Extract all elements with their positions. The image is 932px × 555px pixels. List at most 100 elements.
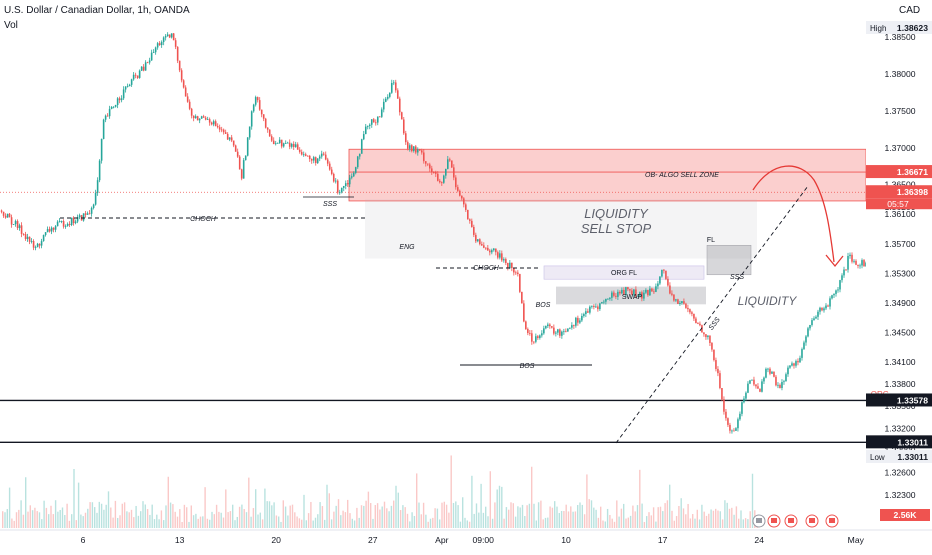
- candle: [6, 213, 9, 218]
- volume-bar: [572, 511, 574, 528]
- ob-algo-sell-zone: [348, 148, 867, 202]
- volume-bar: [659, 506, 662, 528]
- volume-bar: [243, 509, 245, 528]
- volume-bar: [241, 504, 243, 528]
- candle: [76, 217, 79, 222]
- event-flag-icon[interactable]: [825, 514, 839, 528]
- candle: [236, 151, 239, 157]
- volume-bar: [317, 514, 319, 528]
- candle: [326, 159, 329, 164]
- volume-bar: [715, 508, 717, 528]
- volume-bar: [717, 510, 719, 528]
- candle: [689, 309, 691, 313]
- candle: [70, 217, 73, 225]
- candle: [625, 287, 627, 295]
- volume-bar: [314, 517, 317, 528]
- candle: [378, 116, 381, 118]
- current-price-badge-bg: [866, 185, 932, 199]
- candle: [477, 239, 479, 242]
- volume-bar: [135, 505, 137, 528]
- candle: [436, 173, 439, 181]
- candle: [795, 361, 797, 366]
- candle: [765, 368, 767, 378]
- volume-bar: [632, 505, 634, 528]
- candle: [449, 159, 451, 161]
- volume-bar: [563, 511, 565, 528]
- volume-bar: [87, 508, 89, 528]
- candle: [839, 280, 841, 290]
- candle: [537, 336, 539, 338]
- candle: [140, 66, 143, 71]
- candle: [100, 138, 103, 161]
- volume-bar: [280, 521, 282, 528]
- volume-bar: [305, 520, 307, 528]
- candle: [751, 379, 753, 381]
- candle: [284, 143, 287, 144]
- candle: [364, 126, 367, 135]
- volume-bar: [570, 506, 572, 528]
- volume-bar: [390, 505, 393, 528]
- volume-badge: [880, 509, 930, 521]
- candle: [517, 272, 519, 275]
- volume-bar: [669, 484, 671, 528]
- volume-bar: [183, 504, 186, 528]
- candle: [214, 121, 217, 127]
- volume-bar: [696, 509, 698, 528]
- event-flag-icon[interactable]: [805, 514, 819, 528]
- high-price-badge-caption: High: [870, 24, 886, 33]
- event-flag-icon[interactable]: [784, 514, 798, 528]
- volume-bar: [675, 516, 678, 528]
- candle: [146, 62, 149, 64]
- org-fl-label: ORG FL: [611, 270, 637, 277]
- candle: [10, 217, 13, 225]
- volume-bar: [229, 511, 232, 528]
- time-tick-label: 27: [368, 535, 378, 545]
- volume-bar: [406, 513, 409, 528]
- event-flag-icon[interactable]: [767, 514, 781, 528]
- volume-bar: [165, 505, 167, 528]
- candle: [701, 325, 703, 333]
- candle: [581, 315, 583, 321]
- candle: [294, 144, 297, 147]
- volume-bar: [436, 508, 439, 528]
- time-tick-label: May: [848, 535, 865, 545]
- volume-bar: [374, 505, 376, 528]
- level-price-badge-value: 1.36671: [897, 167, 928, 177]
- event-flag-icon[interactable]: [752, 514, 766, 528]
- volume-bar: [160, 510, 163, 528]
- candle: [713, 349, 715, 361]
- candle: [298, 149, 301, 152]
- volume-bar: [416, 473, 418, 528]
- candle: [853, 260, 855, 262]
- candle: [234, 145, 237, 152]
- candle: [380, 109, 383, 117]
- currency-label: CAD: [899, 5, 921, 16]
- candle: [282, 143, 285, 147]
- volume-bar: [312, 520, 314, 528]
- volume-bar: [531, 466, 533, 528]
- candle: [599, 303, 601, 310]
- candle: [132, 74, 135, 80]
- candle: [186, 96, 189, 102]
- candle: [681, 301, 683, 304]
- candle: [705, 334, 707, 338]
- candle: [44, 232, 47, 236]
- candle: [583, 314, 585, 316]
- candle: [671, 293, 673, 295]
- volume-bar: [48, 514, 50, 528]
- volume-bar: [710, 509, 712, 528]
- candle: [354, 167, 357, 173]
- candle: [88, 213, 91, 215]
- candle: [362, 134, 365, 140]
- volume-bar: [544, 517, 547, 528]
- volume-bar: [397, 492, 399, 528]
- volume-bar: [119, 515, 121, 528]
- volume-bar: [8, 487, 11, 528]
- candle: [471, 220, 473, 227]
- volume-bar: [473, 513, 475, 528]
- candle: [18, 225, 21, 229]
- volume-bar: [489, 471, 491, 528]
- candle: [549, 324, 551, 327]
